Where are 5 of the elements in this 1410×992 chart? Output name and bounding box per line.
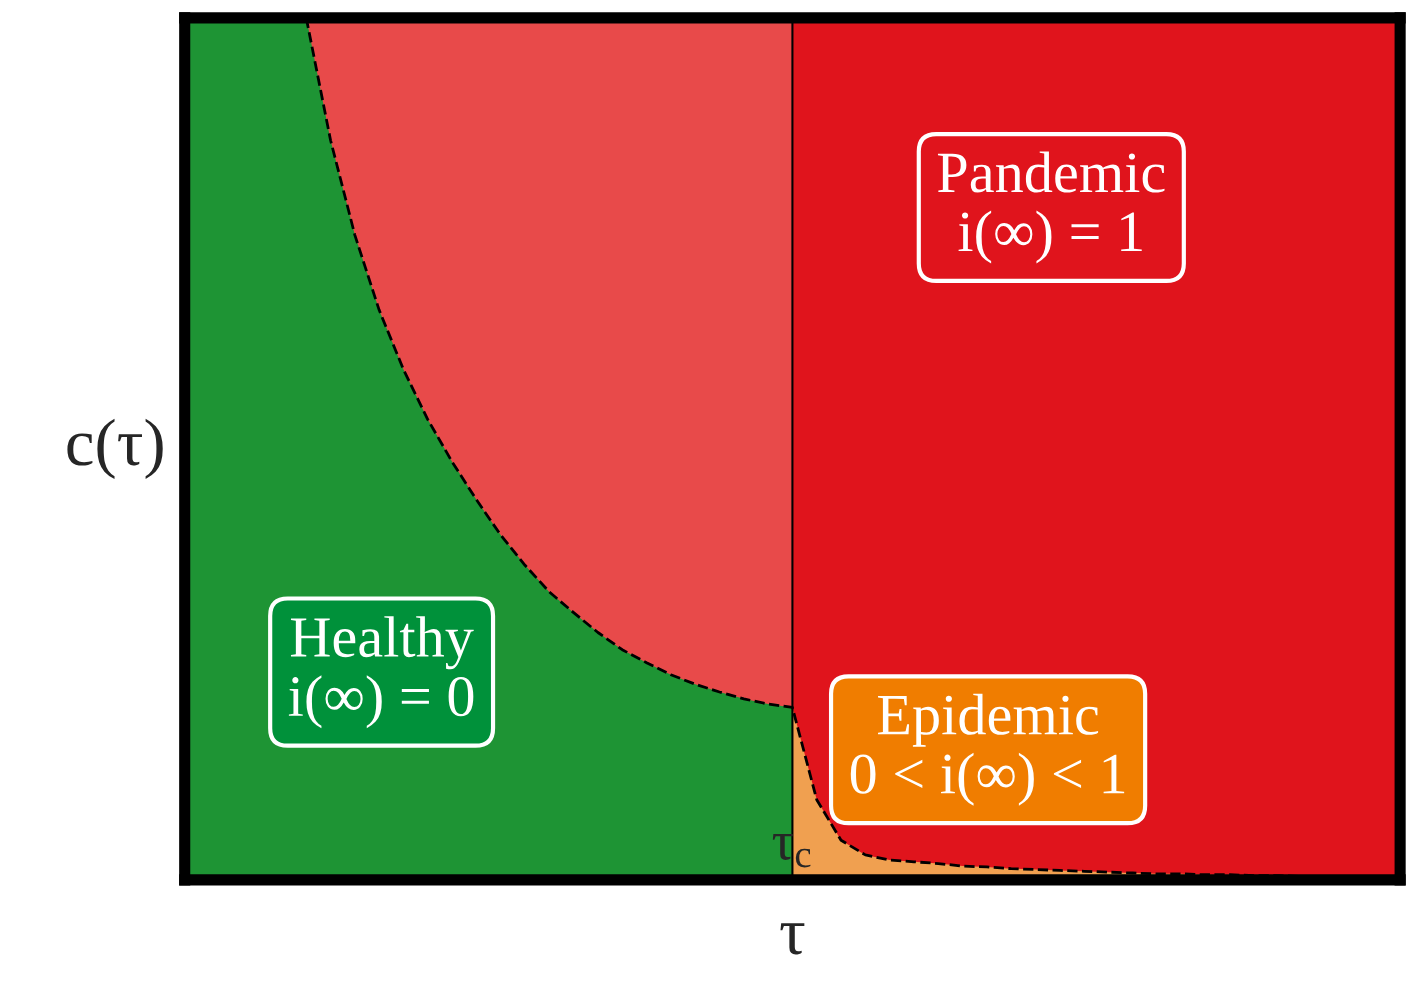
annotation: Pandemic i(∞) = 1 — [937, 151, 1165, 264]
x-axis-title: τ — [780, 923, 805, 955]
annotation: Epidemic 0 < i(∞) < 1 — [850, 693, 1125, 806]
y-axis-title: c(τ) — [67, 418, 163, 480]
annotation: Healthy i(∞) = 0 — [288, 616, 474, 729]
